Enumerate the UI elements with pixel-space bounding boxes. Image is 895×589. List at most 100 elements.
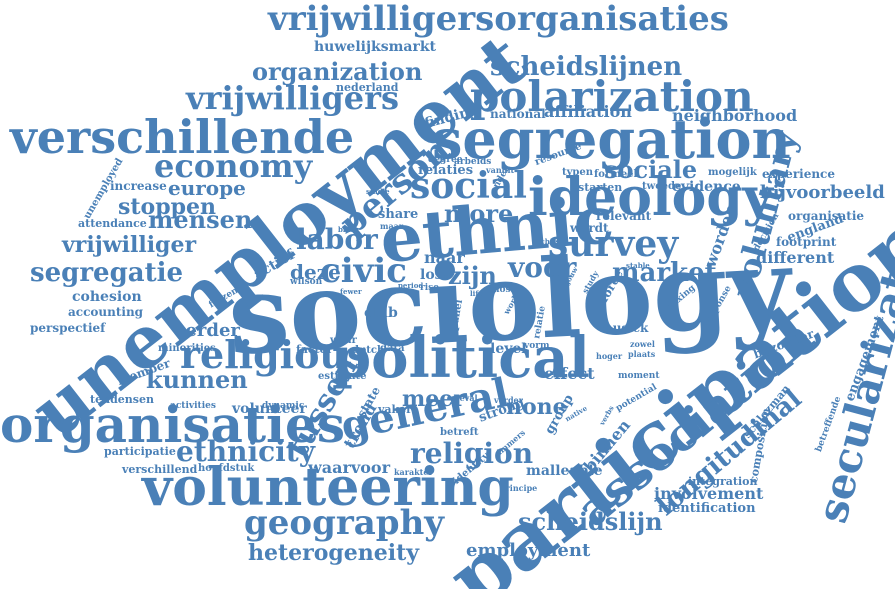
word-heterogeneity: heterogeneity <box>248 540 420 566</box>
word-accounting: accounting <box>68 305 144 319</box>
word-echter: echter <box>536 237 562 246</box>
word-footprint: footprint <box>776 235 837 249</box>
word-waarvoor: waarvoor <box>308 458 391 477</box>
word-volunteer: volunteer <box>232 401 307 417</box>
word-survey: survey <box>548 223 679 265</box>
word-activities: activities <box>170 401 216 411</box>
word-scheidslijn: scheidslijn <box>518 507 663 536</box>
word-nederland: nederland <box>336 81 399 94</box>
word-participatie: participatie <box>104 445 176 458</box>
word-different: different <box>756 248 835 267</box>
word-estimate: estimate <box>318 371 367 382</box>
word-fewer: fewer <box>340 287 362 296</box>
word-huwelijksmarkt: huwelijksmarkt <box>314 39 437 55</box>
word-starten: starten <box>578 181 623 194</box>
word-ideology: ideology <box>528 167 773 228</box>
word-increase: increase <box>110 179 167 193</box>
word-stoppen: stoppen <box>118 194 216 220</box>
word-bijvoorbeeld: bijvoorbeeld <box>760 182 885 203</box>
word-zowel: zowel <box>630 339 655 349</box>
word-factor: factor <box>296 343 333 356</box>
word-principe: principe <box>500 483 538 493</box>
word-dutch: dutch <box>352 345 385 356</box>
word-identification: identification <box>658 501 756 516</box>
word-arbeids: arbeids <box>454 157 492 167</box>
word-vrijwilliger: vrijwilliger <box>62 232 197 258</box>
word-club: club <box>364 305 398 321</box>
word-dynamic: dynamic <box>262 401 305 411</box>
word-verder: verder <box>494 395 523 405</box>
word-scheidslijnen: scheidslijnen <box>490 52 683 82</box>
word-market: market <box>612 258 717 288</box>
word-bijna: bijna <box>338 225 358 234</box>
word-plaats: plaats <box>628 349 656 359</box>
word-involvement: involvement <box>654 484 764 503</box>
word-meer: meer <box>402 386 465 412</box>
word-civic: civic <box>320 251 407 291</box>
word-segregation: segregation <box>432 107 791 171</box>
word-tweede: tweede <box>642 181 682 192</box>
word-betreft: betreft <box>440 427 479 438</box>
word-geval: geval <box>454 393 478 403</box>
word-karakter: karakter <box>394 467 433 477</box>
word-mensen: mensen <box>148 205 253 234</box>
word-moment: moment <box>618 371 660 381</box>
word-mogelijk: mogelijk <box>708 167 757 178</box>
word-economy: economy <box>154 147 313 185</box>
word-voor: voor <box>508 251 577 284</box>
word-social: social <box>410 165 527 207</box>
word-sindje: sindje <box>366 187 390 196</box>
word-vrijwilligersorganisaties: vrijwilligersorganisaties <box>268 0 729 39</box>
word-ethnicity: ethnicity <box>176 435 315 468</box>
word-vanuit: vanuit <box>486 165 515 175</box>
word-labor: labor <box>296 223 378 256</box>
word-political: political <box>332 325 590 391</box>
word-organisatie: organisatie <box>788 209 865 223</box>
word-none: none <box>506 394 567 420</box>
word-stable: stable <box>626 261 650 270</box>
word-religion: religion <box>410 437 534 470</box>
word-most: most <box>490 285 515 295</box>
word-naar: naar <box>424 248 465 267</box>
word-religious: religious <box>180 332 369 377</box>
word-hoger: hoger <box>596 351 623 361</box>
word-geography: geography <box>244 503 445 543</box>
word-relevant: relevant <box>596 209 652 223</box>
word-formeel: formeel <box>594 169 638 180</box>
word-wordt: wordt <box>570 221 609 235</box>
word-integration: integration <box>688 475 758 488</box>
word-cohesion: cohesion <box>72 289 142 305</box>
word-waar: waar <box>330 335 357 346</box>
word-degree: degree <box>428 155 463 165</box>
word-kunnen: kunnen <box>146 365 248 394</box>
word-hoofdstuk: hoofdstuk <box>198 463 255 474</box>
word-employment: employment <box>466 540 591 561</box>
word-more: more <box>444 199 514 228</box>
word-affiliation: affiliation <box>544 102 632 121</box>
word-vorm: vorm <box>524 341 550 351</box>
word-neighborhood: neighborhood <box>672 106 798 125</box>
word-relaties: relaties <box>418 163 474 178</box>
word-evidence: evidence <box>672 179 741 195</box>
word-organisaties: organisaties <box>0 395 345 454</box>
word-level: level <box>490 341 527 357</box>
word-maar: maar <box>380 221 404 231</box>
word-share: share <box>378 207 419 222</box>
word-volunteering: volunteering <box>142 457 514 518</box>
word-eerder: eerder <box>174 320 240 341</box>
word-rise: rise <box>420 283 439 293</box>
word-segregatie: segregatie <box>30 258 184 288</box>
word-loss: loss <box>420 267 451 283</box>
word-national: national <box>490 107 546 121</box>
word-europe: europe <box>168 176 246 200</box>
word-attendance: attendance <box>78 217 147 230</box>
word-tendensen: tendensen <box>90 393 154 406</box>
word-musick: musick <box>600 321 649 335</box>
word-effect: effect <box>544 364 595 383</box>
word-vaker: vaker <box>378 403 412 416</box>
word-life: life <box>470 289 483 298</box>
word-sociale: sociale <box>604 155 698 184</box>
word-typen: typen <box>562 167 594 178</box>
word-perspectief: perspectief <box>30 321 106 335</box>
